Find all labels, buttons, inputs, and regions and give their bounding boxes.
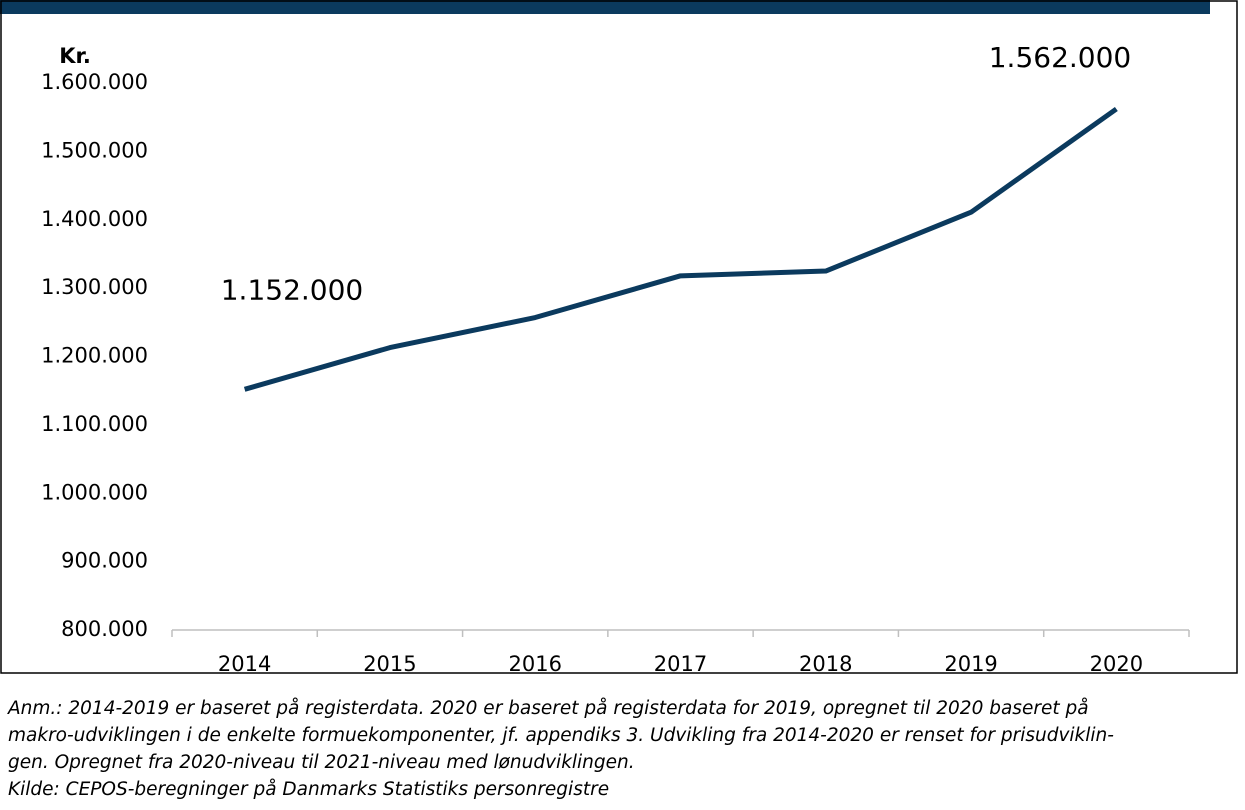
y-axis-label: Kr. [59,44,91,68]
data-line [243,106,1118,392]
y-tick-label: 1.600.000 [41,70,148,94]
x-tick-label: 2014 [218,652,271,676]
x-tick-label: 2015 [363,652,416,676]
y-tick-label: 1.000.000 [41,480,148,504]
x-tick-label: 2020 [1090,652,1143,676]
y-tick-label: 800.000 [61,617,148,641]
data-label: 1.562.000 [989,41,1132,74]
note-line: makro-udviklingen i de enkelte formuekom… [8,725,1114,746]
x-tick-label: 2018 [799,652,852,676]
y-tick-label: 900.000 [61,549,148,573]
x-tick-label: 2016 [508,652,561,676]
header-bar [0,0,1210,14]
note-line: Anm.: 2014-2019 er baseret på registerda… [7,698,1089,719]
y-tick-label: 1.400.000 [41,207,148,231]
note-line: Kilde: CEPOS-beregninger på Danmarks Sta… [8,779,609,800]
data-label: 1.152.000 [221,273,364,306]
y-tick-label: 1.100.000 [41,412,148,436]
y-tick-label: 1.200.000 [41,344,148,368]
y-tick-label: 1.300.000 [41,275,148,299]
x-tick-label: 2017 [654,652,707,676]
y-tick-label: 1.500.000 [41,138,148,162]
note-line: gen. Opregnet fra 2020-niveau til 2021-n… [8,752,635,773]
chart-frame [0,0,1238,674]
x-tick-label: 2019 [944,652,997,676]
